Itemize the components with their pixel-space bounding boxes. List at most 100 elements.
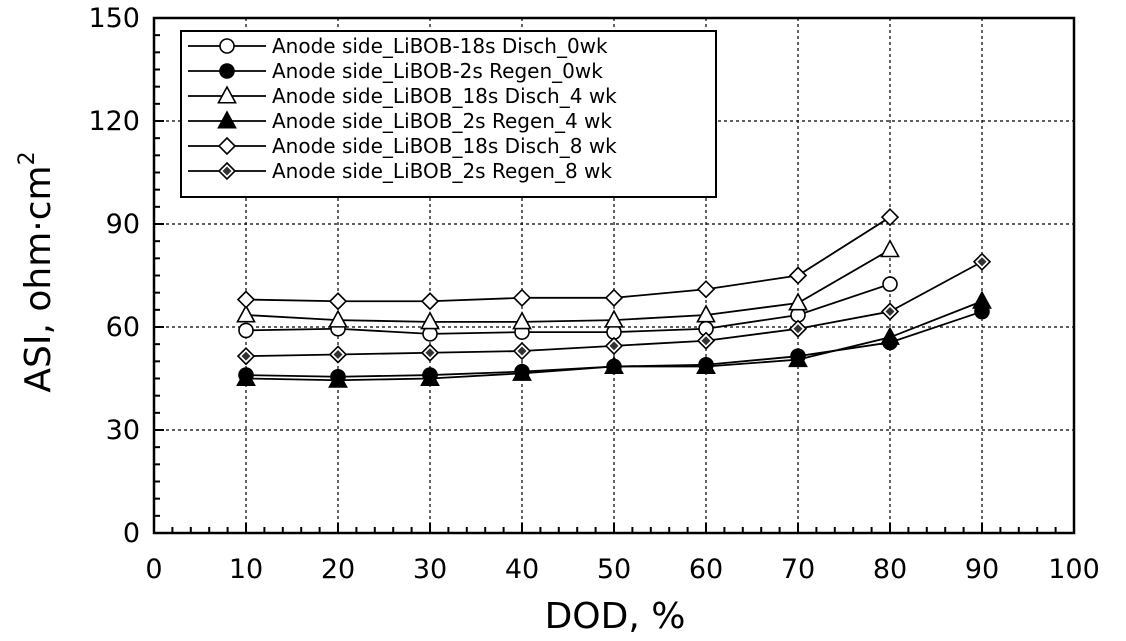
data-point-triangle [604, 355, 624, 375]
legend-entry-3: Anode side_LiBOB_18s Disch_4 wk [188, 84, 617, 108]
y-tick-label: 0 [123, 518, 140, 549]
legend-label: Anode side_LiBOB_18s Disch_4 wk [272, 84, 617, 108]
y-tick-label: 60 [106, 312, 140, 343]
series-4 [236, 290, 992, 388]
diamond-fill [609, 341, 619, 351]
series-3 [236, 239, 900, 330]
diamond-outline [512, 288, 532, 307]
data-point-triangle [880, 326, 900, 345]
data-point-triangle [420, 367, 440, 387]
legend-entry-1: Anode side_LiBOB-18s Disch_0wk [188, 34, 608, 58]
data-point-diamond [604, 336, 624, 356]
legend-label: Anode side_LiBOB-2s Regen_0wk [272, 59, 603, 83]
data-point-diamond [880, 302, 900, 321]
data-point-triangle [236, 304, 256, 323]
diamond-outline [328, 292, 348, 311]
legend-entry-4: Anode side_LiBOB_2s Regen_4 wk [188, 109, 612, 133]
diamond-fill [701, 336, 711, 346]
data-point-diamond [236, 290, 256, 309]
x-tick-label: 80 [873, 554, 907, 585]
x-tick-label: 30 [413, 554, 447, 585]
x-tick-label: 40 [505, 554, 539, 585]
data-point-triangle [217, 110, 237, 129]
data-point-diamond [604, 288, 624, 307]
data-point-diamond [328, 292, 348, 311]
data-point-diamond [236, 347, 256, 366]
diamond-fill [333, 349, 343, 359]
legend-label: Anode side_LiBOB_2s Regen_8 wk [272, 159, 612, 183]
data-point-triangle [217, 85, 237, 104]
diamond-fill [517, 346, 527, 356]
y-axis-title-superscript: 2 [15, 151, 40, 165]
x-tick-label: 70 [781, 554, 815, 585]
data-point-circle [238, 322, 254, 339]
series-1 [238, 276, 898, 342]
diamond-outline [604, 288, 624, 307]
data-point-triangle [420, 311, 440, 330]
y-tick-label: 30 [106, 415, 140, 446]
diamond-fill [425, 348, 435, 358]
data-point-diamond [972, 252, 992, 271]
y-tick-label: 120 [88, 106, 140, 137]
diamond-outline [236, 290, 256, 309]
diamond-outline [788, 266, 808, 285]
data-point-circle [882, 276, 898, 292]
data-point-circle [219, 63, 235, 79]
data-point-diamond [217, 161, 237, 181]
data-point-diamond [880, 208, 900, 227]
data-point-diamond [328, 345, 348, 364]
legend-entry-2: Anode side_LiBOB-2s Regen_0wk [188, 59, 603, 83]
legend-label: Anode side_LiBOB-18s Disch_0wk [272, 34, 608, 58]
legend-label: Anode side_LiBOB_18s Disch_8 wk [272, 134, 617, 158]
x-tick-label: 90 [965, 554, 999, 585]
x-tick-label: 10 [229, 554, 263, 585]
data-point-diamond [696, 280, 716, 299]
data-point-triangle [236, 367, 256, 387]
y-axis-title-main: ASI, ohm·cm [18, 165, 59, 392]
data-point-diamond [512, 288, 532, 307]
data-point-triangle [880, 239, 900, 258]
series-lines [236, 208, 992, 388]
x-tick-label: 20 [321, 554, 355, 585]
series-line [245, 248, 891, 323]
data-point-diamond [420, 343, 440, 362]
data-point-circle [219, 38, 235, 54]
data-point-triangle [788, 348, 808, 368]
data-point-diamond [696, 331, 716, 350]
x-tick-label: 60 [689, 554, 723, 585]
x-axis-title: DOD, % [545, 596, 686, 637]
y-axis-title: ASI, ohm·cm2 [15, 151, 59, 392]
diamond-fill [222, 166, 232, 176]
legend-entry-6: Anode side_LiBOB_2s Regen_8 wk [188, 159, 612, 183]
axes [152, 16, 1076, 535]
data-point-triangle [328, 309, 348, 328]
diamond-fill [793, 324, 803, 334]
diamond-outline [880, 208, 900, 227]
y-tick-label: 150 [88, 3, 140, 34]
legend-box [180, 30, 717, 198]
series-line [245, 283, 891, 335]
diamond-fill [885, 307, 895, 317]
diamond-outline [696, 280, 716, 299]
data-point-triangle [328, 369, 348, 388]
data-point-diamond [512, 341, 532, 361]
data-point-diamond [420, 292, 440, 311]
data-point-triangle [512, 311, 532, 330]
data-point-triangle [696, 304, 716, 323]
data-point-diamond [788, 266, 808, 285]
diamond-fill [977, 257, 987, 267]
diamond-outline [217, 136, 237, 156]
legend-label: Anode side_LiBOB_2s Regen_4 wk [272, 109, 612, 133]
y-tick-label: 90 [106, 209, 140, 240]
data-point-triangle [696, 355, 716, 375]
x-tick-label: 50 [597, 554, 631, 585]
series-5 [236, 208, 900, 311]
data-point-triangle [788, 292, 808, 311]
tick-labels: 0 10 20 30 40 50 60 70 80 90 100 0 30 60 90 120 150 [88, 3, 1099, 585]
series-6 [236, 252, 992, 366]
data-point-triangle [972, 290, 992, 309]
data-point-triangle [512, 362, 532, 381]
legend-entry-5: Anode side_LiBOB_18s Disch_8 wk [188, 134, 617, 158]
